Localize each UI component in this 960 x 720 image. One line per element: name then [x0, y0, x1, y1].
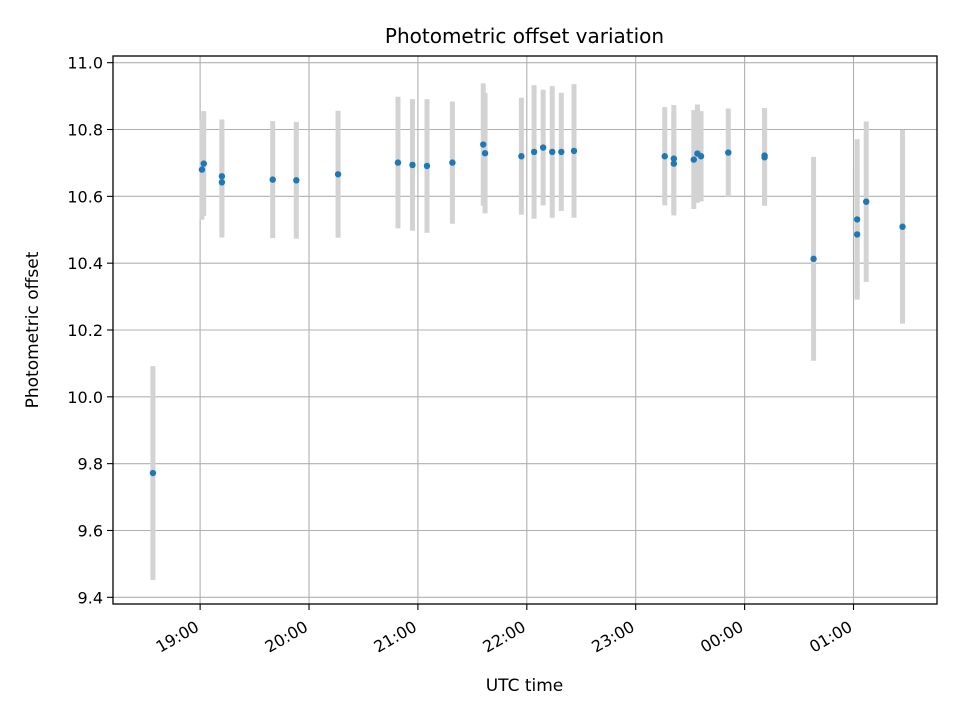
data-points [149, 141, 906, 477]
data-point [558, 148, 565, 156]
data-point [530, 148, 538, 156]
data-point [518, 153, 525, 160]
data-point [200, 160, 207, 167]
data-point [661, 153, 668, 160]
data-point [423, 162, 431, 170]
data-point [670, 155, 678, 162]
data-point [218, 173, 226, 180]
y-tick-label: 10.8 [67, 121, 103, 140]
data-point [697, 153, 705, 160]
grid [113, 56, 937, 604]
data-point [539, 144, 547, 151]
y-tick-label: 10.4 [67, 254, 103, 273]
y-tick-label: 9.4 [78, 588, 103, 607]
y-tick-label: 10.2 [67, 321, 103, 340]
data-point [218, 179, 226, 186]
data-point [198, 166, 206, 173]
data-point [863, 198, 870, 205]
data-point [549, 148, 556, 156]
data-point [853, 231, 861, 238]
y-tick-label: 10.0 [67, 388, 103, 407]
y-tick-label: 9.8 [78, 455, 103, 474]
data-point [899, 223, 906, 230]
data-point [394, 159, 402, 166]
y-axis-title: Photometric offset [23, 251, 43, 408]
data-point [761, 154, 768, 161]
data-point [810, 255, 817, 263]
y-tick-label: 10.6 [67, 187, 103, 206]
y-tick-label: 9.6 [78, 521, 103, 540]
data-point [853, 216, 861, 223]
data-point [409, 161, 416, 169]
y-tick-label: 11.0 [67, 54, 103, 73]
chart-title: Photometric offset variation [385, 24, 664, 48]
data-point [334, 171, 342, 178]
data-point [149, 469, 157, 477]
data-point [670, 160, 678, 167]
data-point [293, 177, 300, 184]
data-point [480, 141, 487, 148]
data-point [725, 149, 732, 156]
data-point [690, 156, 697, 163]
data-point [269, 176, 276, 183]
data-point [449, 159, 456, 166]
data-point [570, 147, 578, 155]
x-axis-title: UTC time [486, 676, 564, 696]
y-axis: 9.4 9.6 9.8 10.0 10.2 10.4 10.6 10.8 11.0 [67, 54, 113, 607]
data-point [481, 150, 489, 157]
